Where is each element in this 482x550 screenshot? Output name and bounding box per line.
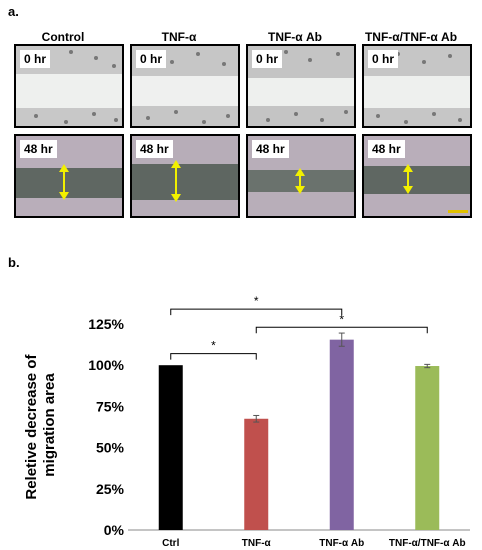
column-title-tnf-ab: TNF-α Ab — [267, 30, 323, 44]
micrograph-tnf-combo-0hr: 0 hr — [362, 44, 472, 128]
column-title-tnf-combo: TNF-α/TNF-α Ab — [364, 30, 458, 44]
time-label: 48 hr — [252, 140, 289, 158]
scale-bar — [448, 210, 468, 213]
y-tick-label: 25% — [96, 481, 125, 497]
bar — [244, 418, 269, 530]
significance-star: * — [254, 294, 259, 308]
panel-a-label: a. — [8, 4, 19, 19]
micrograph-tnf-0hr: 0 hr — [130, 44, 240, 128]
significance-star: * — [211, 339, 216, 353]
time-label: 0 hr — [252, 50, 283, 68]
time-label: 0 hr — [136, 50, 167, 68]
bar — [415, 366, 440, 530]
bar-series — [158, 339, 440, 530]
significance-bracket: * — [170, 294, 343, 316]
significance-bracket: * — [170, 339, 257, 360]
x-tick-label: Ctrl — [162, 538, 179, 549]
y-tick-label: 75% — [96, 398, 125, 414]
y-axis-label-line2: migration area — [41, 373, 58, 477]
micrograph-image — [16, 46, 122, 126]
x-tick-label: TNF-α/TNF-α Ab — [389, 538, 466, 549]
panel-b-label: b. — [8, 255, 20, 270]
arrow-head-down — [295, 186, 305, 194]
micrograph-tnf-ab-0hr: 0 hr — [246, 44, 356, 128]
error-bar — [424, 363, 431, 369]
micrograph-control-48hr: 48 hr — [14, 134, 124, 218]
arrow-head-down — [171, 194, 181, 202]
y-axis-label: Reletive decrease of migration area — [23, 350, 58, 499]
significance-star: * — [339, 312, 344, 326]
x-tick-label: TNF-α — [242, 538, 272, 549]
y-tick-label: 0% — [104, 522, 125, 538]
micrograph-image — [248, 46, 354, 126]
y-tick-label: 100% — [88, 357, 124, 373]
time-label: 48 hr — [368, 140, 405, 158]
x-tick-labels: Ctrl TNF-α TNF-α Ab TNF-α/TNF-α Ab — [162, 538, 465, 549]
arrow-head-up — [403, 164, 413, 172]
arrow-head-down — [59, 192, 69, 200]
column-title-tnf: TNF-α — [161, 30, 197, 44]
significance-brackets: * * * — [170, 294, 428, 360]
arrow-head-up — [295, 168, 305, 176]
micrograph-tnf-48hr: 48 hr — [130, 134, 240, 218]
significance-bracket: * — [255, 312, 428, 334]
x-tick-label: TNF-α Ab — [319, 538, 364, 549]
error-bar — [338, 332, 345, 347]
y-tick-label: 125% — [88, 316, 124, 332]
arrow-head-down — [403, 186, 413, 194]
column-title-control: Control — [41, 30, 85, 44]
bar — [158, 365, 183, 530]
micrograph-control-0hr: 0 hr — [14, 44, 124, 128]
y-axis-label-line1: Reletive decrease of — [23, 354, 40, 500]
y-tick-labels: 0% 25% 50% 75% 100% 125% — [88, 316, 124, 538]
micrograph-tnf-ab-48hr: 48 hr — [246, 134, 356, 218]
micrograph-image — [248, 136, 354, 216]
error-bar — [253, 414, 260, 423]
arrow-head-up — [171, 160, 181, 168]
time-label: 0 hr — [368, 50, 399, 68]
bar — [329, 339, 354, 530]
y-tick-label: 50% — [96, 440, 125, 456]
time-label: 48 hr — [136, 140, 173, 158]
time-label: 0 hr — [20, 50, 51, 68]
time-label: 48 hr — [20, 140, 57, 158]
arrow-head-up — [59, 164, 69, 172]
micrograph-image — [364, 136, 470, 216]
error-bars — [253, 332, 431, 423]
bar-chart: Reletive decrease of migration area 0% 25… — [23, 294, 470, 549]
micrograph-tnf-combo-48hr: 48 hr — [362, 134, 472, 218]
